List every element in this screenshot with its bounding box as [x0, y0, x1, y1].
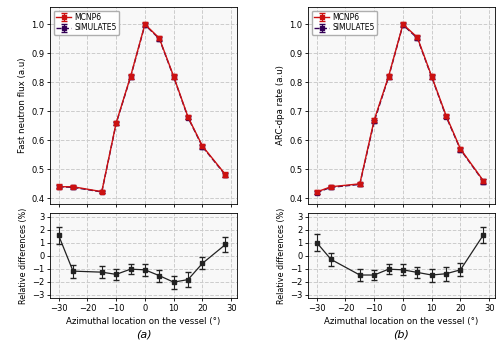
- Y-axis label: Relative differences (%): Relative differences (%): [19, 207, 28, 304]
- Y-axis label: Relative differences (%): Relative differences (%): [277, 207, 286, 304]
- Legend: MCNP6, SIMULATE5: MCNP6, SIMULATE5: [312, 11, 377, 35]
- Y-axis label: Fast neutron flux (a.u): Fast neutron flux (a.u): [18, 58, 27, 153]
- X-axis label: Azimuthal location on the vessel (°): Azimuthal location on the vessel (°): [66, 317, 220, 326]
- Text: (b): (b): [394, 330, 409, 340]
- Legend: MCNP6, SIMULATE5: MCNP6, SIMULATE5: [54, 11, 119, 35]
- X-axis label: Azimuthal location on the vessel (°): Azimuthal location on the vessel (°): [324, 317, 478, 326]
- Y-axis label: ARC-dpa rate (a.u): ARC-dpa rate (a.u): [276, 66, 285, 145]
- Text: (a): (a): [136, 330, 152, 340]
